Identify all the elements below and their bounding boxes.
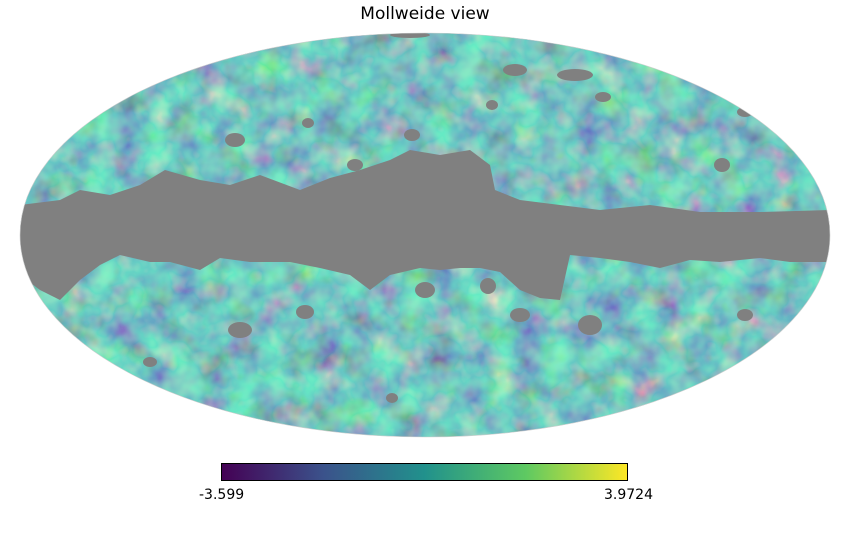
point-masks (143, 33, 753, 403)
colorbar-min-label: -3.599 (199, 487, 245, 503)
galactic-mask (20, 150, 830, 300)
mollweide-map (19, 32, 831, 438)
colorbar-max-label: 3.9724 (604, 487, 653, 503)
map-title: Mollweide view (360, 4, 490, 24)
colorbar (221, 463, 628, 481)
